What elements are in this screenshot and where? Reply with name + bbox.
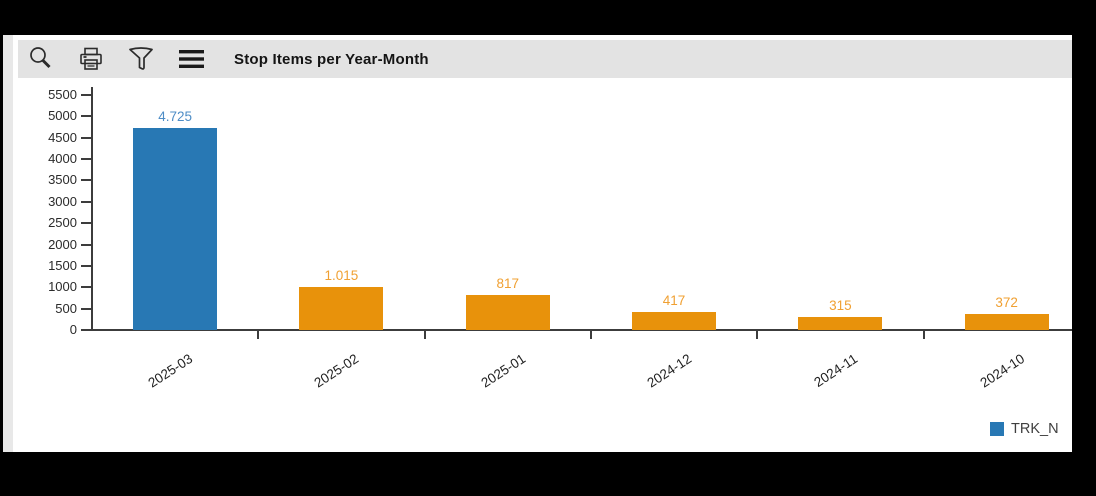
menu-icon[interactable] (176, 44, 206, 74)
x-axis-line (85, 329, 1072, 331)
y-tick-mark (81, 286, 91, 289)
x-tick-mark (423, 331, 426, 339)
legend-label: TRK_N (1011, 421, 1059, 437)
window-edge-strip (3, 35, 13, 452)
y-tick-mark (81, 158, 91, 161)
y-tick-mark (81, 243, 91, 246)
y-tick-label: 5500 (48, 87, 77, 102)
x-category-label: 2024-12 (644, 351, 695, 391)
chart-title: Stop Items per Year-Month (234, 50, 429, 68)
bar-value-label: 4.725 (158, 109, 193, 125)
y-tick-label: 500 (55, 300, 77, 316)
y-tick-mark (81, 200, 91, 203)
y-tick-mark (81, 222, 91, 225)
y-tick-label: 3500 (48, 172, 77, 188)
bar[interactable] (299, 286, 384, 330)
filter-icon[interactable] (126, 44, 156, 74)
y-tick-label: 5000 (48, 108, 77, 124)
bar-value-label: 315 (829, 297, 852, 313)
chart-panel: Stop Items per Year-Month 0 500 1000 1500 20… (13, 35, 1072, 452)
legend[interactable]: TRK_N (990, 421, 1059, 437)
y-tick-label: 4000 (48, 151, 77, 167)
y-tick-mark (81, 136, 91, 139)
y-tick-label: 2000 (48, 236, 77, 252)
legend-swatch (990, 422, 1004, 436)
y-tick-mark (81, 94, 91, 96)
bar-value-label: 372 (995, 295, 1018, 311)
x-tick-mark (922, 331, 925, 339)
bar[interactable] (632, 312, 717, 330)
x-category-label: 2025-03 (145, 351, 196, 391)
x-category-label: 2024-11 (811, 351, 861, 391)
y-tick-label: 4500 (48, 129, 77, 145)
y-tick-label: 1500 (48, 257, 77, 273)
y-tick-label: 3000 (48, 193, 77, 209)
bar-value-label: 417 (662, 293, 686, 309)
bar[interactable] (133, 128, 218, 330)
bar-chart-plot-area: 0 500 1000 1500 2000 2500 3000 3500 4000 4500 5000… (13, 35, 1072, 452)
search-icon[interactable] (26, 44, 56, 74)
bar-value-label: 1.015 (324, 267, 359, 283)
bar[interactable] (465, 295, 550, 330)
y-tick-mark (81, 115, 91, 118)
y-tick-label: 0 (69, 322, 77, 337)
y-tick-mark (81, 307, 91, 310)
y-axis-line (91, 87, 93, 331)
print-icon[interactable] (76, 44, 106, 74)
x-category-label: 2025-02 (311, 351, 362, 391)
x-tick-mark (756, 331, 759, 339)
x-category-label: 2025-01 (478, 351, 528, 391)
bar[interactable] (798, 316, 883, 330)
y-tick-label: 1000 (48, 279, 77, 295)
y-tick-label: 2500 (48, 215, 77, 231)
y-tick-mark (81, 264, 91, 267)
bar-value-label: 817 (496, 276, 520, 292)
x-tick-mark (257, 331, 260, 339)
x-category-label: 2024-10 (977, 351, 1027, 391)
bar[interactable] (964, 314, 1049, 330)
y-tick-mark (81, 179, 91, 182)
x-tick-mark (589, 331, 592, 339)
toolbar: Stop Items per Year-Month (18, 40, 1072, 78)
